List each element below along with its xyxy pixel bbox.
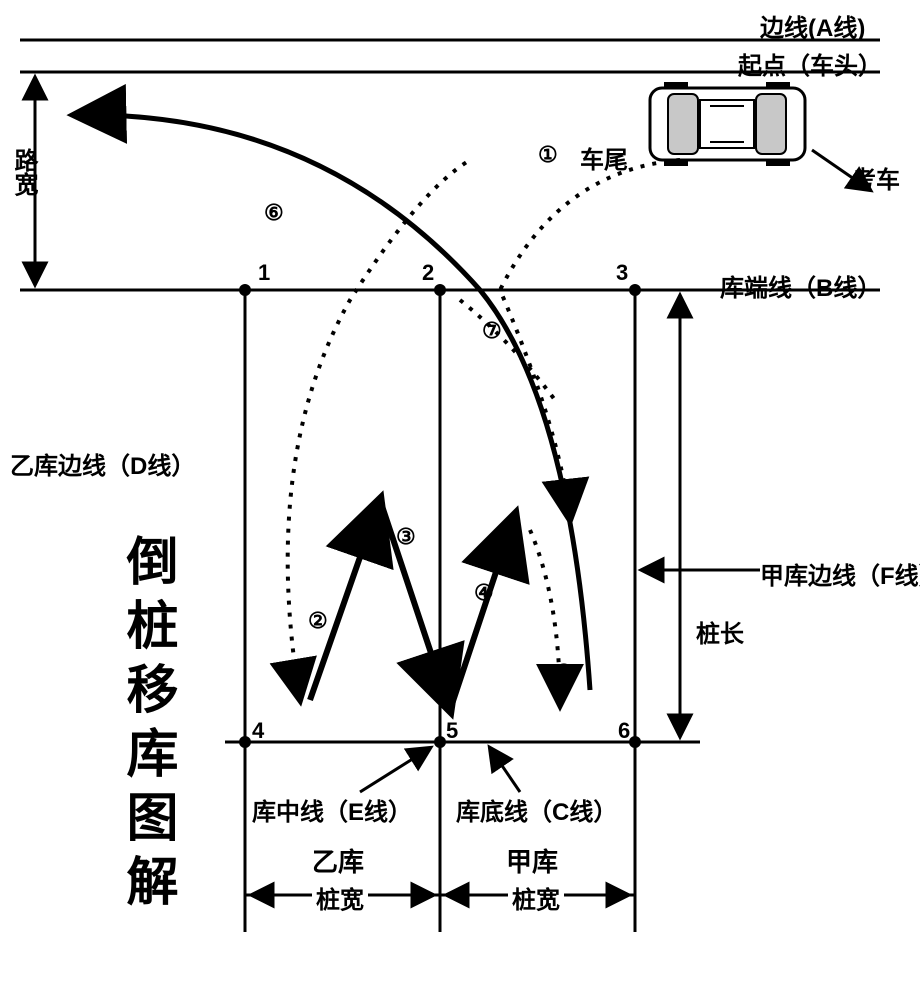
label-car-tail: 车尾	[580, 140, 628, 175]
point-num-6: 6	[618, 718, 630, 744]
step-6: ⑥	[264, 200, 284, 226]
solid-arrow-4	[450, 515, 515, 710]
label-pile-width-r: 桩宽	[508, 880, 564, 915]
label-exam-car: 考车	[852, 160, 900, 195]
step-1: ①	[538, 142, 558, 168]
label-jia-garage: 甲库	[506, 842, 558, 879]
car-icon	[650, 82, 805, 166]
label-center-e: 库中线（E线）	[252, 792, 412, 827]
point-num-3: 3	[616, 260, 628, 286]
point-3	[629, 284, 641, 296]
label-pile-length: 桩长	[696, 614, 744, 649]
step-7: ⑦	[482, 318, 502, 344]
e-line-pointer	[360, 748, 430, 792]
c-line-pointer	[490, 748, 520, 792]
vertical-title: 倒桩移库图解	[110, 534, 185, 918]
dotted-curve-7	[460, 300, 555, 400]
label-bottom-c: 库底线（C线）	[456, 792, 617, 827]
label-road-width: 路宽	[6, 148, 41, 196]
label-yi-garage: 乙库	[312, 842, 364, 879]
point-num-5: 5	[446, 718, 458, 744]
step-2: ②	[308, 608, 328, 634]
dotted-curve-jia	[500, 160, 680, 520]
step-3: ③	[396, 524, 416, 550]
solid-arrow-2	[310, 500, 380, 700]
point-4	[239, 736, 251, 748]
point-2	[434, 284, 446, 296]
label-jia-edge-f: 甲库边线（F线）	[760, 556, 920, 591]
label-yi-edge-d: 乙库边线（D线）	[10, 446, 195, 481]
point-num-4: 4	[252, 718, 264, 744]
point-6	[629, 736, 641, 748]
point-5	[434, 736, 446, 748]
point-1	[239, 284, 251, 296]
step-4: ④	[474, 580, 494, 606]
label-garage-end-b: 库端线（B线）	[720, 268, 881, 303]
label-edge-a: 边线(A线)	[760, 8, 865, 43]
label-start: 起点（车头）	[738, 46, 882, 81]
point-num-1: 1	[258, 260, 270, 286]
step-5: ⑤	[554, 660, 574, 686]
point-num-2: 2	[422, 260, 434, 286]
label-pile-width-l: 桩宽	[312, 880, 368, 915]
